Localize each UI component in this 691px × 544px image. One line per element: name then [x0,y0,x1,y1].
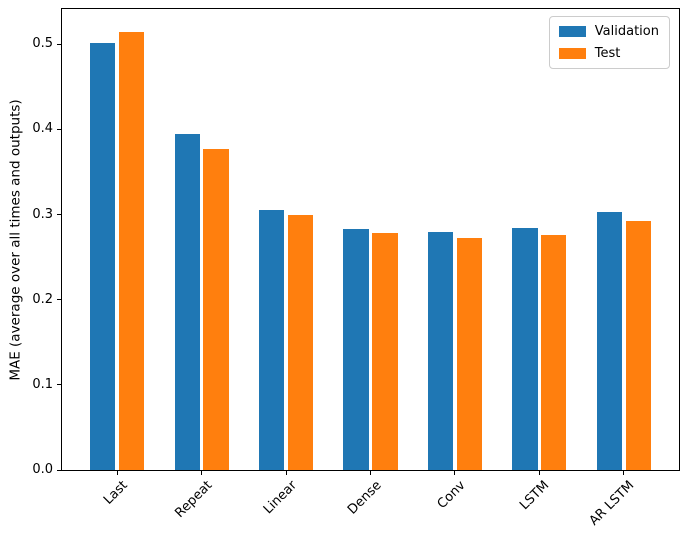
bar-test-ar-lstm [625,221,651,470]
legend-entry-test: Test [558,46,659,61]
x-tick-label: Dense [344,478,385,518]
x-tick-mark [201,471,203,475]
bar-validation-dense [343,229,369,470]
bar-validation-ar-lstm [596,212,623,470]
y-tick-label: 0.1 [32,376,53,392]
bar-test-dense [372,233,398,470]
y-tick-mark [57,384,61,386]
bar-test-repeat [203,149,229,470]
y-tick-mark [57,214,61,216]
legend-label: Validation [594,24,659,39]
y-tick-label: 0.4 [32,121,53,137]
bar-validation-conv [427,231,454,470]
y-tick-label: 0.3 [32,206,53,222]
bar-test-last [118,31,145,470]
legend: Validation Test [548,16,670,69]
y-tick-mark [57,43,61,45]
y-tick-mark [57,469,61,471]
bar-validation-linear [258,210,285,470]
x-tick-mark [116,471,118,475]
y-axis-label: MAE (average over all times and outputs) [7,99,24,381]
y-tick-mark [57,299,61,301]
x-tick-mark [538,471,540,475]
y-tick-label: 0.2 [32,291,53,307]
x-tick-label: Last [100,478,131,508]
y-tick-mark [57,128,61,130]
legend-swatch-test [558,48,586,59]
legend-swatch-validation [558,26,586,37]
x-tick-mark [370,471,371,475]
bar-test-conv [456,238,482,470]
x-tick-label: AR LSTM [586,478,638,529]
x-tick-label: Conv [434,478,469,512]
bar-validation-lstm [512,228,538,470]
y-tick-label: 0.5 [32,36,53,52]
x-tick-label: Linear [260,478,301,518]
x-tick-mark [623,471,625,475]
bar-validation-last [90,43,116,470]
bar-validation-repeat [174,133,200,470]
legend-entry-validation: Validation [558,24,659,39]
bar-test-lstm [541,235,567,470]
legend-label: Test [594,46,621,61]
y-tick-label: 0.0 [32,462,53,477]
x-tick-mark [285,471,287,475]
x-tick-label: Repeat [171,478,215,521]
bar-test-linear [287,215,314,470]
x-tick-label: LSTM [517,478,553,514]
plot-area: Validation Test [61,8,680,471]
x-tick-mark [454,471,456,475]
